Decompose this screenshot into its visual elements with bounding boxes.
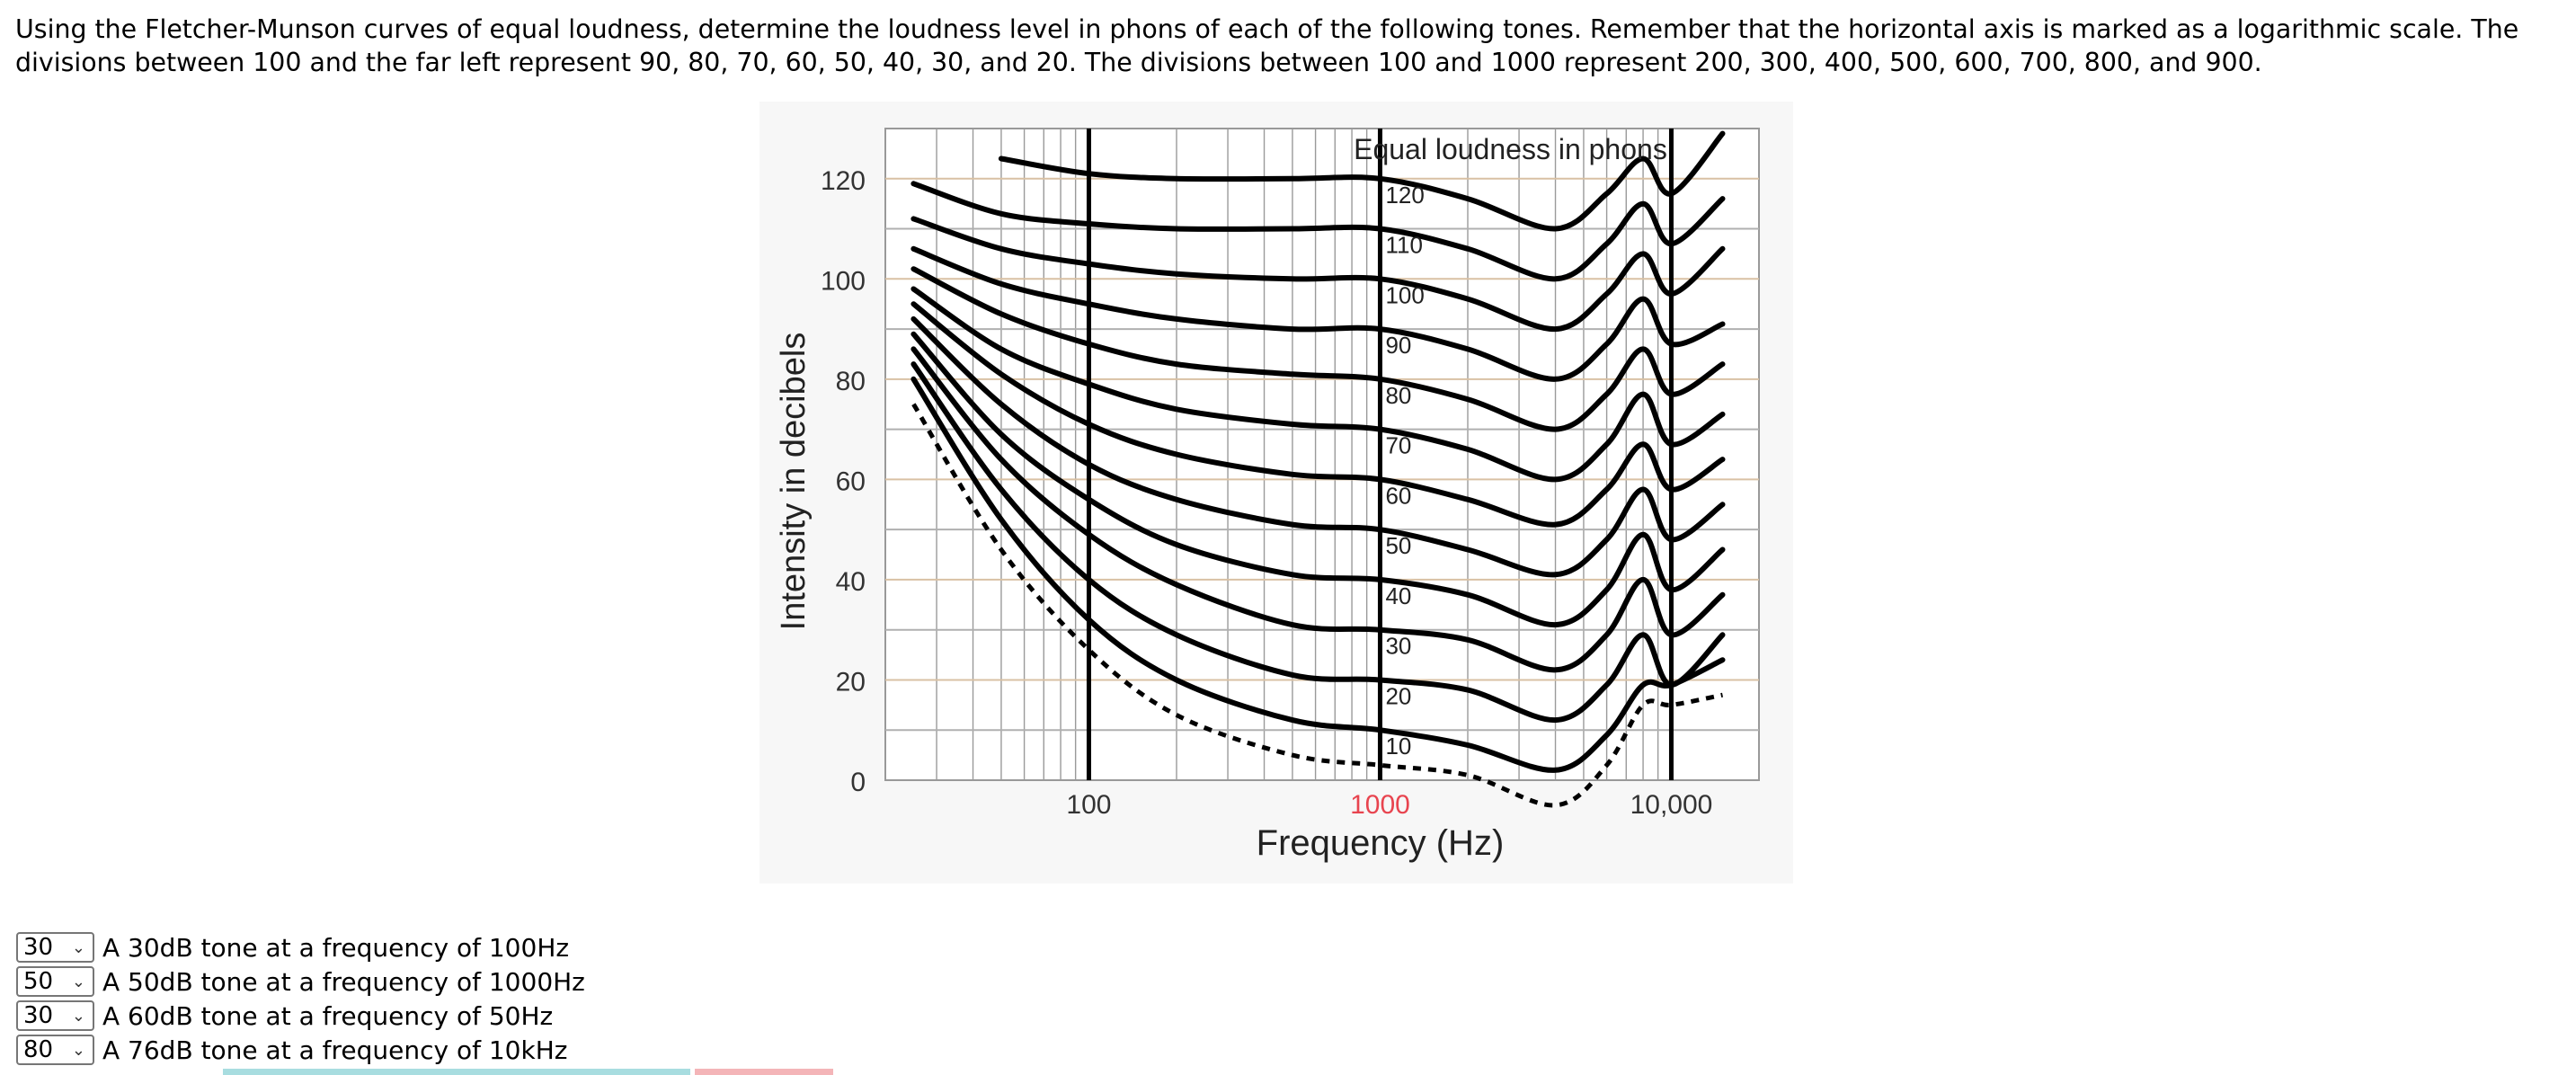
question-text: A 76dB tone at a frequency of 10kHz bbox=[102, 1035, 568, 1065]
chevron-down-icon: ⌄ bbox=[71, 937, 85, 957]
loudness-curve bbox=[998, 130, 1726, 232]
curve-label: 120 bbox=[1385, 182, 1424, 209]
chevron-down-icon: ⌄ bbox=[71, 1040, 85, 1060]
x-tick-label: 10,000 bbox=[1630, 790, 1713, 820]
chart-canvas: 120 110 100 90 80 70 60 50 40 30 20 10 Equal loudnes… bbox=[775, 128, 1760, 863]
curve-label: 90 bbox=[1385, 332, 1411, 359]
loudness-curve bbox=[910, 216, 1726, 333]
y-tick-label: 40 bbox=[836, 567, 866, 597]
dropdown-value: 30 bbox=[23, 934, 54, 961]
curve-label: 80 bbox=[1385, 382, 1411, 409]
y-tick-label: 80 bbox=[836, 367, 866, 396]
x-tick-label: 100 bbox=[1066, 790, 1111, 820]
question-row: 30 ⌄ A 30dB tone at a frequency of 100Hz bbox=[16, 930, 585, 964]
question-row: 50 ⌄ A 50dB tone at a frequency of 1000H… bbox=[16, 964, 585, 999]
y-tick-label: 60 bbox=[836, 466, 866, 496]
equal-loudness-chart: 120 110 100 90 80 70 60 50 40 30 20 10 Equal loudnes… bbox=[759, 102, 1793, 884]
chevron-down-icon: ⌄ bbox=[71, 972, 85, 991]
feedback-bar-incorrect bbox=[695, 1069, 833, 1075]
loudness-curve bbox=[910, 181, 1726, 282]
curve-label: 60 bbox=[1385, 482, 1411, 509]
question-row: 80 ⌄ A 76dB tone at a frequency of 10kHz bbox=[16, 1033, 585, 1067]
question-text: A 30dB tone at a frequency of 100Hz bbox=[102, 932, 570, 963]
dropdown-value: 80 bbox=[23, 1036, 54, 1063]
loudness-curve bbox=[910, 286, 1726, 483]
question-text: A 50dB tone at a frequency of 1000Hz bbox=[102, 966, 585, 997]
chevron-down-icon: ⌄ bbox=[71, 1006, 85, 1026]
curve-label: 70 bbox=[1385, 432, 1411, 459]
feedback-bar-correct bbox=[223, 1069, 690, 1075]
loudness-curve bbox=[910, 376, 1726, 773]
curve-label: 100 bbox=[1385, 281, 1424, 308]
chart-title: Equal loudness in phons bbox=[1354, 133, 1667, 165]
answer-dropdown[interactable]: 30 ⌄ bbox=[16, 932, 94, 963]
curve-label: 110 bbox=[1385, 232, 1422, 259]
answer-dropdown[interactable]: 80 ⌄ bbox=[16, 1035, 94, 1065]
loudness-curve bbox=[910, 245, 1726, 382]
y-tick-label: 120 bbox=[821, 166, 866, 196]
threshold-curve bbox=[911, 403, 1723, 808]
answer-dropdown[interactable]: 30 ⌄ bbox=[16, 1000, 94, 1031]
dropdown-value: 30 bbox=[23, 1002, 54, 1029]
curve-label: 40 bbox=[1385, 582, 1411, 609]
y-tick-label: 20 bbox=[836, 667, 866, 697]
instructions-text: Using the Fletcher-Munson curves of equa… bbox=[15, 14, 2519, 77]
y-axis-label: Intensity in decibels bbox=[775, 333, 813, 631]
y-tick-label: 0 bbox=[850, 768, 866, 797]
dropdown-value: 50 bbox=[23, 968, 54, 995]
question-list: 30 ⌄ A 30dB tone at a frequency of 100Hz… bbox=[16, 930, 585, 1067]
loudness-curve bbox=[910, 315, 1726, 578]
question-row: 30 ⌄ A 60dB tone at a frequency of 50Hz bbox=[16, 999, 585, 1033]
answer-dropdown[interactable]: 50 ⌄ bbox=[16, 966, 94, 997]
question-text: A 60dB tone at a frequency of 50Hz bbox=[102, 1000, 554, 1031]
loudness-curve bbox=[910, 331, 1726, 628]
curve-label: 20 bbox=[1385, 682, 1411, 709]
x-axis-label: Frequency (Hz) bbox=[1257, 823, 1505, 863]
x-tick-label: 1000 bbox=[1350, 790, 1410, 820]
curve-label: 30 bbox=[1385, 633, 1411, 660]
curve-label: 50 bbox=[1385, 532, 1411, 559]
curve-label: 10 bbox=[1385, 733, 1411, 760]
loudness-curve bbox=[910, 266, 1726, 432]
loudness-curve bbox=[910, 361, 1726, 724]
loudness-curve bbox=[910, 301, 1726, 528]
loudness-curve bbox=[910, 346, 1726, 673]
y-tick-label: 100 bbox=[821, 266, 866, 296]
